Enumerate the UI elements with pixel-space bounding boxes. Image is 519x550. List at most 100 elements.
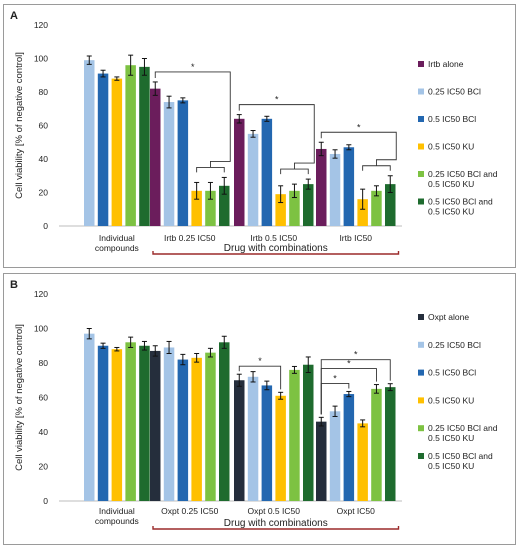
bar <box>125 65 136 226</box>
legend-swatch <box>418 171 424 177</box>
bar <box>97 345 109 501</box>
bar <box>150 88 161 227</box>
y-tick-label: 80 <box>39 87 49 97</box>
x-tick-label: Oxpt 0.25 IC50 <box>161 506 218 516</box>
bar <box>234 380 245 501</box>
bar <box>247 376 259 501</box>
bar <box>125 342 136 501</box>
bar <box>357 423 368 501</box>
bar <box>84 60 95 226</box>
panel-label-b: B <box>10 279 18 291</box>
bar <box>275 194 286 226</box>
x-tick-label: Oxpt 0.5 IC50 <box>248 506 301 516</box>
bar <box>191 190 202 226</box>
legend-swatch <box>418 61 424 67</box>
y-tick-label: 100 <box>34 324 48 334</box>
bar <box>111 349 123 501</box>
significance-star: * <box>191 62 195 72</box>
y-axis-label-b: Cell viability [% of negative control] <box>14 324 25 471</box>
bar <box>303 184 314 226</box>
significance-sub-bracket <box>280 168 309 175</box>
bar <box>261 385 273 501</box>
significance-sub-bracket <box>362 165 391 171</box>
x-tick-label: Irtb 0.5 IC50 <box>250 233 297 243</box>
significance-sub-bracket <box>196 166 225 173</box>
bar <box>219 342 230 501</box>
legend-label: 0.5 IC50 KU <box>428 179 474 189</box>
bar <box>139 345 150 501</box>
bar <box>205 190 216 226</box>
legend-swatch <box>418 369 424 376</box>
legend-label: 0.5 IC50 KU <box>428 207 474 217</box>
bar <box>385 387 396 501</box>
x-tick-label: Individual <box>99 506 135 516</box>
legend-label: 0.25 IC50 BCl <box>428 87 481 97</box>
legend-label: 0.25 IC50 BCl <box>428 340 481 350</box>
bar <box>371 388 382 501</box>
combination-bracket-label: Drug with combinations <box>224 243 328 254</box>
chart-panel-a: A Cell viability [% of negative control] 0… <box>3 4 516 268</box>
y-tick-label: 60 <box>39 121 49 131</box>
legend-swatch <box>418 314 424 320</box>
legend-label: 0.5 IC50 BCl <box>428 114 476 124</box>
y-tick-label: 40 <box>39 154 49 164</box>
legend-swatch <box>418 198 424 205</box>
significance-star: * <box>347 359 351 369</box>
bar <box>261 118 273 226</box>
y-tick-label: 0 <box>43 221 48 231</box>
bar <box>163 347 175 501</box>
x-tick-label: Irtb IC50 <box>339 233 372 243</box>
bar <box>275 395 286 501</box>
legend-swatch <box>418 341 424 348</box>
bar <box>289 369 300 501</box>
significance-bracket <box>154 71 231 168</box>
y-tick-label: 60 <box>39 393 49 403</box>
bar <box>150 350 161 501</box>
y-tick-label: 40 <box>39 427 49 437</box>
y-tick-label: 100 <box>34 54 48 64</box>
y-axis-label-a: Cell viability [% of negative control] <box>14 52 25 199</box>
significance-star: * <box>258 356 262 366</box>
legend-label: 0.25 IC50 BCl and <box>428 169 498 179</box>
bar <box>111 78 123 226</box>
y-tick-label: 80 <box>39 358 49 368</box>
bar <box>177 359 189 501</box>
legend-label: 0.5 IC50 BCl and <box>428 197 493 207</box>
legend-swatch <box>418 116 424 122</box>
bar <box>139 66 150 226</box>
y-tick-label: 20 <box>39 462 49 472</box>
legend-swatch <box>418 88 424 95</box>
significance-bracket <box>238 104 315 170</box>
significance-star: * <box>333 373 337 383</box>
legend-swatch <box>418 425 424 432</box>
significance-star: * <box>354 350 358 360</box>
bar <box>177 100 189 226</box>
legend-label: 0.5 IC50 KU <box>428 433 474 443</box>
significance-bracket <box>238 365 282 390</box>
legend-label: 0.5 IC50 BCl and <box>428 451 493 461</box>
bar <box>371 190 382 226</box>
bar <box>234 118 245 226</box>
bar <box>343 147 355 226</box>
bar <box>97 73 109 226</box>
chart-b-svg: B Cell viability [% of negative control] 0… <box>10 279 498 530</box>
chart-panel-b: B Cell viability [% of negative control] 0… <box>3 273 516 545</box>
legend-label: Irtb alone <box>428 59 464 69</box>
legend-swatch <box>418 453 424 459</box>
legend-label: 0.25 IC50 BCl and <box>428 423 498 433</box>
legend-label: 0.5 IC50 BCl <box>428 368 476 378</box>
bar <box>357 199 368 226</box>
significance-bracket <box>320 131 397 166</box>
bar <box>163 102 175 226</box>
y-tick-label: 20 <box>39 188 49 198</box>
bar <box>329 153 341 226</box>
significance-star: * <box>357 122 361 132</box>
x-tick-label: Individual <box>99 233 135 243</box>
bar <box>329 411 341 501</box>
significance-star: * <box>275 95 279 105</box>
legend-label: 0.5 IC50 KU <box>428 395 474 405</box>
y-tick-label: 0 <box>43 496 48 506</box>
combination-bracket-line <box>152 251 400 255</box>
significance-bracket <box>320 359 391 415</box>
y-tick-label: 120 <box>34 289 48 299</box>
